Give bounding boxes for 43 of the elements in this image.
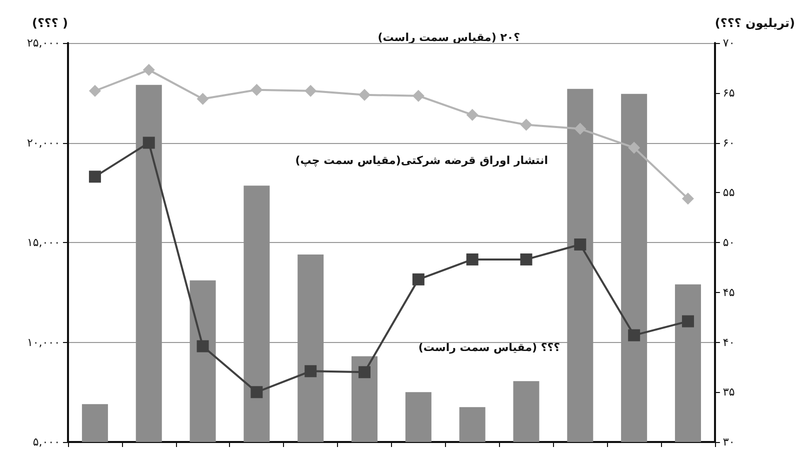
y2-tick-label: ۶۵ [722, 86, 735, 100]
point [88, 84, 101, 97]
annotation: (مقیاس سمت راست) ؟؟؟ [418, 341, 560, 354]
y2-tick-label: ۴۵ [722, 286, 735, 299]
point [466, 253, 478, 266]
point [628, 142, 640, 154]
point [250, 386, 263, 398]
y2-tick-label: ۵۵ [722, 186, 735, 200]
point [142, 136, 155, 149]
point [250, 84, 263, 96]
point [682, 192, 694, 205]
y2-tick-label: ۵۰ [722, 236, 735, 249]
point [628, 329, 640, 342]
y2-axis-title: (تریلیون ؟؟؟) [714, 16, 796, 30]
point [466, 108, 478, 121]
point [520, 253, 532, 266]
point [358, 88, 371, 101]
point [196, 92, 209, 105]
annotation: (مقیاس سمت راست) ؟۲۰ [378, 31, 520, 44]
y-tick-label: ۲۵,۰۰۰ [26, 36, 60, 50]
point [574, 238, 586, 250]
point [88, 170, 101, 183]
point [412, 90, 424, 102]
y-tick-label: ۱۵,۰۰۰ [26, 236, 60, 249]
point [304, 84, 317, 97]
y-tick-label: ۲۰,۰۰۰ [26, 136, 60, 150]
y-tick-label: ۱۰,۰۰۰ [26, 336, 60, 349]
annotation: انتشار اوراق قرضه شرکتی(مقیاس سمت چپ) [295, 154, 548, 167]
point [682, 315, 694, 328]
point [358, 366, 371, 378]
point [574, 122, 586, 135]
point [412, 273, 424, 286]
y2-tick-label: ۳۵ [722, 386, 735, 399]
y2-tick-label: ۶۰ [722, 136, 735, 150]
y2-tick-label: ۳۰ [722, 436, 735, 448]
point [520, 118, 532, 131]
point [142, 64, 155, 76]
point [196, 340, 209, 352]
y-tick-label: ۵,۰۰۰ [32, 436, 60, 448]
y2-tick-label: ۷۰ [722, 36, 735, 50]
y2-tick-label: ۴۰ [722, 336, 735, 349]
point [304, 365, 317, 378]
y-axis-title: (؟؟؟ ) [32, 16, 68, 30]
